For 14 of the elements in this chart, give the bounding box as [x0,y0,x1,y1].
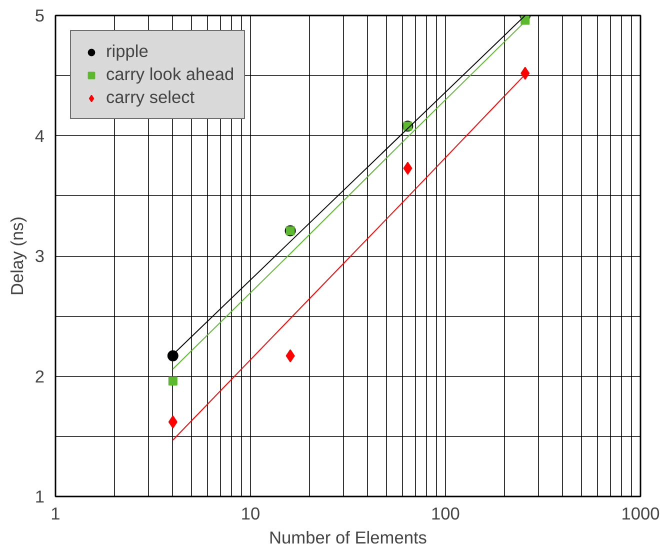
legend-label: carry look ahead [106,64,234,85]
x-tick-label: 1 [50,504,60,524]
x-tick-label: 10 [240,504,260,524]
x-tick-label: 1000 [621,504,660,524]
y-tick-label: 1 [34,486,45,506]
y-tick-label: 3 [34,246,45,266]
y-tick-label: 2 [34,366,45,386]
legend-label: ripple [106,41,148,62]
y-axis-title: Delay (ns) [6,216,27,296]
legend-label: carry select [106,87,195,108]
y-tick-label: 5 [34,6,45,26]
x-axis-title: Number of Elements [269,528,428,548]
x-tick-label: 100 [431,504,460,524]
y-tick-label: 4 [34,126,45,146]
